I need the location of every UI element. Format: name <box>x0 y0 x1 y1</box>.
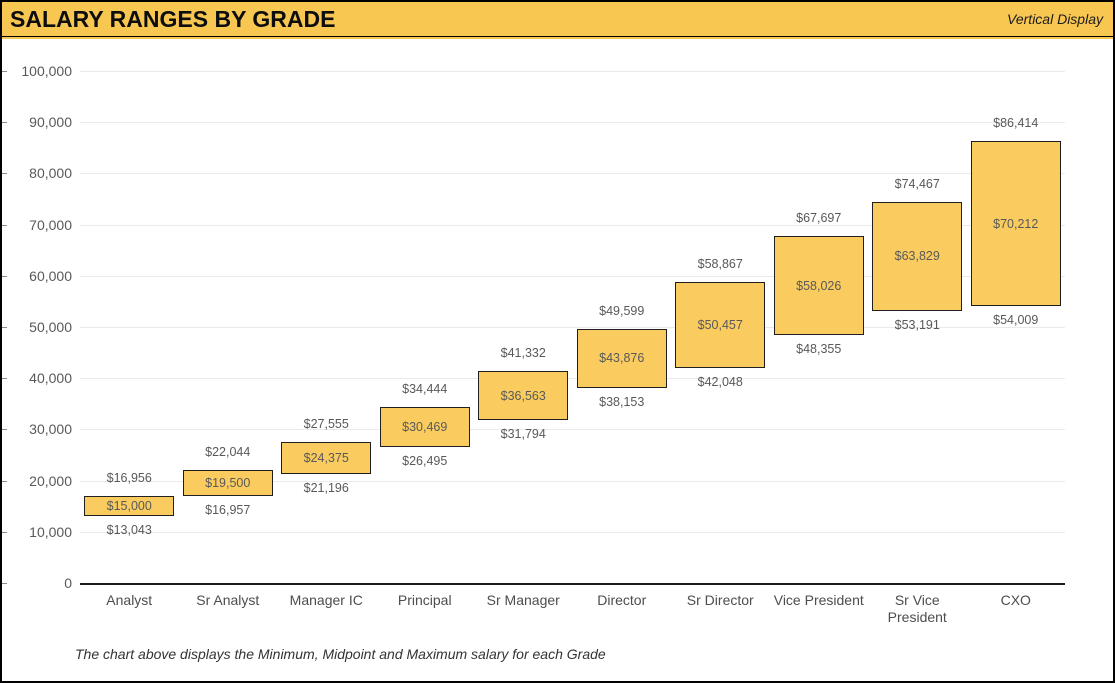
range-bar <box>872 201 963 311</box>
y-tick-label: 100,000 <box>21 63 72 79</box>
bar-mid-label: $19,500 <box>205 476 251 491</box>
gridline <box>80 71 1065 72</box>
y-tick-label: 30,000 <box>29 421 72 438</box>
x-axis-label: Principal <box>397 592 452 608</box>
y-axis-tick <box>2 71 7 72</box>
bar-mid-label: $63,829 <box>894 249 940 264</box>
page-title: SALARY RANGES BY GRADE <box>10 5 336 32</box>
range-bar <box>576 329 667 388</box>
range-bar <box>773 236 864 336</box>
x-axis-label: Sr Analyst <box>196 592 260 608</box>
x-axis-label: Analyst <box>106 592 153 608</box>
bar-mid-label: $15,000 <box>106 499 152 514</box>
x-axis-label: Director <box>597 592 647 608</box>
gridline <box>80 327 1065 328</box>
bar-mid-label: $36,563 <box>500 388 546 403</box>
bar-mid-label: $50,457 <box>697 317 743 332</box>
gridline <box>80 275 1065 277</box>
y-axis-tick <box>2 378 7 380</box>
bar-max-label: $34,444 <box>402 381 448 396</box>
gridline <box>80 378 1065 380</box>
bar-min-label: $53,191 <box>894 317 940 332</box>
range-bar <box>478 371 569 421</box>
gridline <box>80 531 1065 533</box>
x-axis-label: Sr Director <box>686 592 754 608</box>
y-tick-label: 50,000 <box>29 319 72 335</box>
bar-max-label: $49,599 <box>599 304 645 319</box>
y-tick-label: 80,000 <box>29 165 72 182</box>
y-axis-tick <box>2 429 7 431</box>
bar-max-label: $22,044 <box>205 445 251 460</box>
x-axis-line <box>80 583 1065 585</box>
range-bar <box>84 496 175 517</box>
bar-min-label: $31,794 <box>500 427 546 442</box>
range-bar <box>379 406 470 448</box>
y-axis-tick <box>2 327 7 328</box>
x-axis-label: Sr Manager <box>486 592 560 608</box>
y-tick-label: 10,000 <box>29 523 72 540</box>
bar-max-label: $74,467 <box>894 176 940 191</box>
y-tick-label: 20,000 <box>29 472 72 489</box>
y-axis-tick <box>2 583 7 584</box>
bar-min-label: $26,495 <box>402 454 448 469</box>
y-tick-label: 70,000 <box>29 216 72 233</box>
chart-footnote: The chart above displays the Minimum, Mi… <box>75 646 606 662</box>
y-axis-tick <box>2 480 7 482</box>
header-subtitle: Vertical Display <box>1007 11 1103 27</box>
bar-mid-label: $58,026 <box>796 278 842 293</box>
bar-min-label: $54,009 <box>993 313 1039 328</box>
y-axis-tick <box>2 122 7 124</box>
y-axis-tick <box>2 275 7 277</box>
gridline <box>80 122 1065 124</box>
bar-min-label: $16,957 <box>205 503 251 518</box>
x-axis-label: Vice President <box>773 592 864 608</box>
bar-mid-label: $70,212 <box>993 216 1039 231</box>
y-axis-tick <box>2 531 7 533</box>
y-tick-label: 40,000 <box>29 370 72 387</box>
gridline <box>80 173 1065 175</box>
range-bar <box>281 441 372 475</box>
bar-min-label: $21,196 <box>303 481 349 496</box>
bar-min-label: $42,048 <box>697 374 743 389</box>
bar-mid-label: $24,375 <box>303 451 349 466</box>
range-bar <box>675 281 766 368</box>
gridline <box>80 429 1065 431</box>
y-tick-label: 90,000 <box>29 114 72 131</box>
bar-max-label: $86,414 <box>993 115 1039 130</box>
y-tick-label: 0 <box>64 575 72 591</box>
y-tick-label: 60,000 <box>29 267 72 284</box>
gridline <box>80 480 1065 482</box>
bar-max-label: $58,867 <box>697 256 743 271</box>
range-bar <box>970 140 1061 307</box>
x-axis-label: Manager IC <box>289 592 363 608</box>
x-axis-label: CXO <box>1000 592 1031 608</box>
chart-header: SALARY RANGES BY GRADE Vertical Display <box>2 2 1113 37</box>
bar-max-label: $67,697 <box>796 211 842 226</box>
bar-max-label: $16,956 <box>106 471 152 486</box>
gridline <box>80 224 1065 226</box>
bar-min-label: $38,153 <box>599 394 645 409</box>
header-accent-line <box>2 37 1113 39</box>
bar-min-label: $13,043 <box>106 523 152 538</box>
y-axis-tick <box>2 173 7 175</box>
chart-area: The chart above displays the Minimum, Mi… <box>2 39 1113 681</box>
x-axis-label: Sr Vice President <box>887 592 947 625</box>
bar-mid-label: $30,469 <box>402 419 448 434</box>
bar-max-label: $27,555 <box>303 416 349 431</box>
range-bar <box>182 470 273 497</box>
bar-min-label: $48,355 <box>796 342 842 357</box>
bar-mid-label: $43,876 <box>599 351 645 366</box>
y-axis-tick <box>2 224 7 226</box>
bar-max-label: $41,332 <box>500 346 546 361</box>
